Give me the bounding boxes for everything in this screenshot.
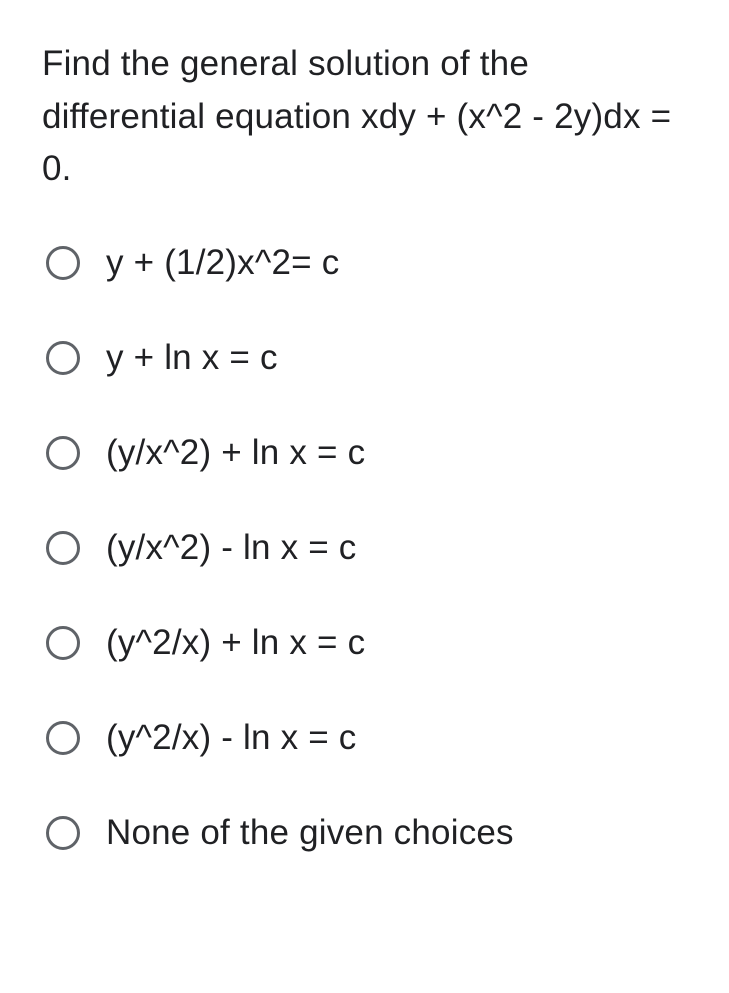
- radio-icon[interactable]: [46, 816, 80, 850]
- option-label: (y/x^2) + ln x = c: [106, 432, 365, 474]
- radio-icon[interactable]: [46, 626, 80, 660]
- option-row[interactable]: y + ln x = c: [46, 337, 687, 379]
- radio-icon[interactable]: [46, 341, 80, 375]
- option-label: y + (1/2)x^2= c: [106, 242, 339, 284]
- option-label: None of the given choices: [106, 812, 514, 854]
- question-text: Find the general solution of the differe…: [42, 38, 687, 196]
- radio-icon[interactable]: [46, 436, 80, 470]
- option-row[interactable]: (y/x^2) - ln x = c: [46, 527, 687, 569]
- option-row[interactable]: y + (1/2)x^2= c: [46, 242, 687, 284]
- option-label: (y/x^2) - ln x = c: [106, 527, 356, 569]
- option-row[interactable]: (y/x^2) + ln x = c: [46, 432, 687, 474]
- radio-icon[interactable]: [46, 531, 80, 565]
- option-row[interactable]: None of the given choices: [46, 812, 687, 854]
- options-list: y + (1/2)x^2= c y + ln x = c (y/x^2) + l…: [42, 242, 687, 854]
- option-label: (y^2/x) + ln x = c: [106, 622, 365, 664]
- option-row[interactable]: (y^2/x) + ln x = c: [46, 622, 687, 664]
- quiz-question-block: Find the general solution of the differe…: [0, 0, 729, 882]
- option-label: y + ln x = c: [106, 337, 278, 379]
- radio-icon[interactable]: [46, 721, 80, 755]
- option-row[interactable]: (y^2/x) - ln x = c: [46, 717, 687, 759]
- radio-icon[interactable]: [46, 246, 80, 280]
- option-label: (y^2/x) - ln x = c: [106, 717, 356, 759]
